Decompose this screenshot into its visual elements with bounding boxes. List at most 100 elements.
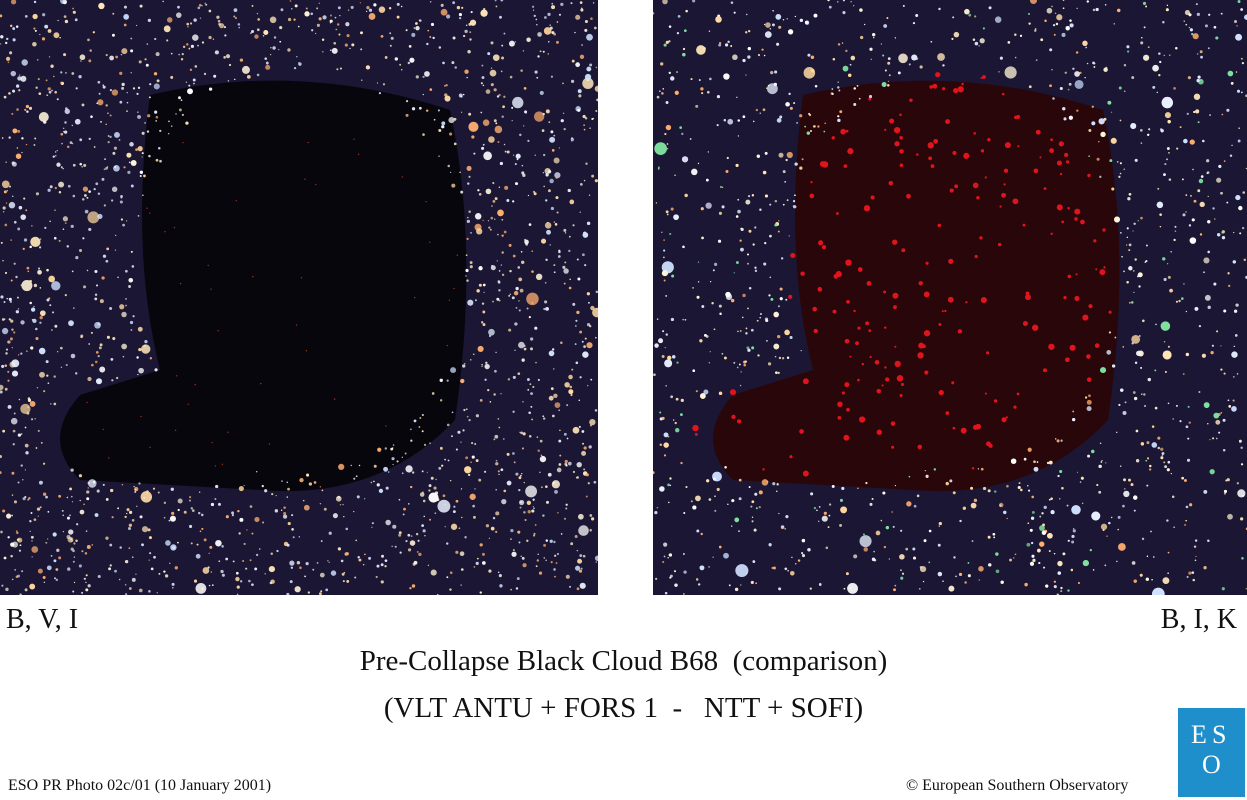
star [57,19,59,22]
star [1223,160,1226,162]
star [747,349,750,352]
star [535,273,543,281]
star [15,275,18,279]
star [1066,504,1069,507]
star [1227,399,1230,402]
star [335,28,338,31]
star [131,265,135,268]
star [870,58,872,60]
star [270,552,274,556]
star [1130,123,1137,129]
star [883,545,887,549]
star [265,64,271,70]
star [550,130,554,134]
star [1031,554,1035,558]
star [111,33,115,37]
star [460,111,463,113]
star [3,300,6,303]
star [85,581,87,584]
star [294,4,298,8]
star [493,119,497,123]
star [24,426,27,429]
star [111,186,118,193]
star [286,592,290,595]
star [71,72,75,75]
star [843,587,846,590]
star [1227,70,1234,77]
star [58,239,61,242]
star [1164,370,1167,373]
star [786,151,793,159]
star [446,542,449,545]
star [30,418,34,421]
star [1135,459,1140,463]
star [556,467,562,473]
star [1216,177,1222,183]
star [809,587,812,590]
star [1162,257,1166,261]
star [485,188,492,195]
star [541,129,545,132]
star [235,576,240,582]
star [5,161,7,163]
star [710,281,712,283]
star [821,245,827,250]
star [293,18,296,21]
star [509,293,511,295]
star [481,76,485,79]
star [930,164,935,169]
star [1126,50,1130,53]
star [14,569,17,571]
star [545,485,548,488]
star [423,515,426,518]
star [800,349,802,352]
star [75,87,78,90]
star [1071,534,1075,539]
star [272,46,276,50]
star [595,336,597,339]
star [464,363,466,365]
star [967,562,970,564]
star [1105,462,1107,464]
star [1237,0,1241,3]
star [558,250,561,254]
star [1086,354,1091,359]
star [859,535,872,548]
star [466,237,469,241]
star [503,489,507,493]
star [376,483,380,487]
star [586,221,591,226]
star [1191,33,1194,36]
star [312,568,315,571]
star [1223,309,1227,313]
star [549,24,551,26]
star [530,392,533,395]
star [682,593,685,595]
star [750,580,754,585]
star [1017,486,1021,490]
star [146,207,148,209]
star [1003,510,1007,515]
star [9,300,13,303]
star [149,357,153,360]
star [930,40,933,43]
star [746,262,749,265]
star [986,351,990,355]
star [1130,483,1134,487]
star [1103,117,1107,121]
star [520,431,523,435]
star [89,49,92,52]
star [254,516,260,523]
star [211,584,214,586]
star [39,310,46,317]
star [709,351,711,353]
star [390,36,394,40]
star [200,513,204,517]
star [450,367,457,374]
star [807,548,811,552]
star [745,327,748,330]
star [466,219,471,224]
star [776,483,779,486]
star [429,36,432,39]
star [210,571,213,573]
